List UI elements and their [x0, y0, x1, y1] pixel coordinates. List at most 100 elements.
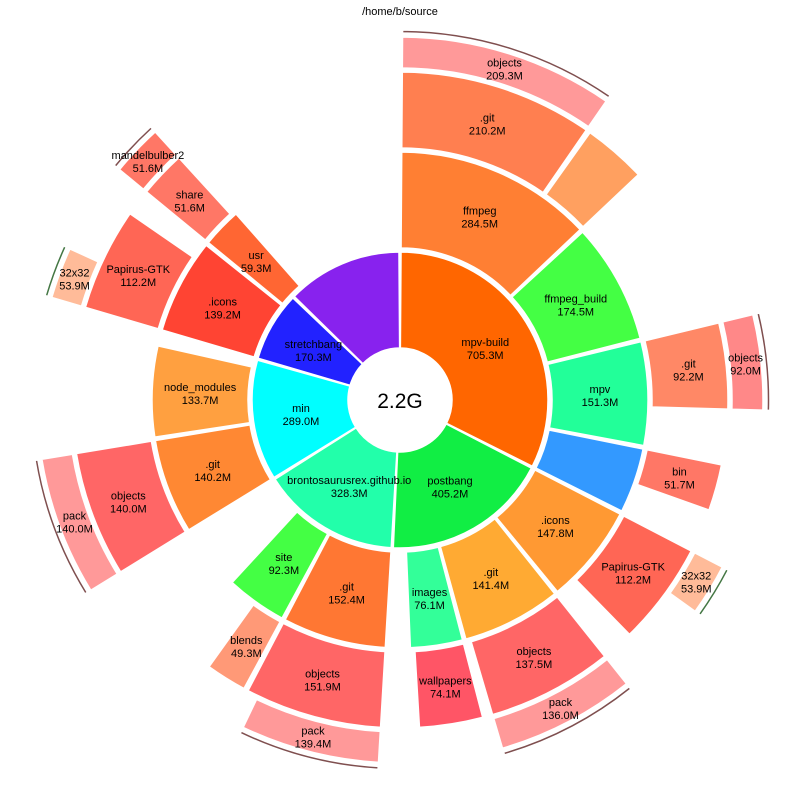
segment-5[interactable]	[293, 251, 401, 365]
segment-value-label: 136.0M	[542, 710, 579, 722]
segment-name-label: share	[176, 189, 204, 201]
segment-value-label: 133.7M	[182, 395, 219, 407]
segment-name-label: objects	[728, 353, 763, 365]
segment-name-label: mpv-build	[461, 337, 509, 349]
segment-value-label: 140.0M	[110, 504, 147, 516]
segment-10[interactable]	[495, 468, 622, 593]
segment-value-label: 92.3M	[269, 565, 300, 577]
segment-24[interactable]	[470, 595, 606, 716]
segment-value-label: 405.2M	[432, 489, 469, 501]
segment-40[interactable]	[755, 312, 771, 412]
segment-26[interactable]	[247, 622, 386, 729]
segment-33[interactable]	[668, 551, 724, 613]
segment-35[interactable]	[242, 698, 382, 764]
segment-39[interactable]	[401, 29, 612, 99]
segment-22[interactable]	[636, 448, 723, 511]
segment-41[interactable]	[502, 685, 632, 756]
segment-9[interactable]	[534, 429, 644, 513]
segment-44[interactable]	[113, 125, 154, 169]
segment-value-label: 92.2M	[673, 372, 704, 384]
segment-36[interactable]	[41, 453, 119, 592]
segment-value-label: 174.5M	[557, 307, 594, 319]
segment-value-label: 137.5M	[516, 659, 553, 671]
segment-name-label: .git	[483, 567, 498, 579]
segment-value-label: 139.2M	[204, 310, 241, 322]
segment-15[interactable]	[154, 423, 272, 531]
segment-name-label: .git	[681, 359, 696, 371]
segment-37[interactable]	[50, 247, 100, 308]
segment-value-label: 53.9M	[59, 280, 90, 292]
segment-19[interactable]	[401, 71, 588, 194]
segment-value-label: 284.5M	[461, 219, 498, 231]
segment-value-label: 53.9M	[681, 584, 712, 596]
segment-17[interactable]	[161, 244, 283, 359]
segment-20[interactable]	[544, 131, 640, 228]
segment-name-label: .icons	[541, 515, 570, 527]
segment-4[interactable]	[257, 296, 364, 387]
segment-38[interactable]	[118, 130, 178, 191]
segment-name-label: ffmpeg	[463, 206, 496, 218]
segment-3[interactable]	[251, 359, 357, 479]
segment-name-label: pack	[301, 725, 325, 737]
segment-14[interactable]	[231, 510, 329, 620]
segment-value-label: 147.8M	[537, 528, 574, 540]
segment-27[interactable]	[208, 603, 282, 690]
segment-value-label: 76.1M	[414, 600, 445, 612]
segment-name-label: pack	[63, 511, 87, 523]
segment-name-label: postbang	[427, 476, 472, 488]
segment-name-label: objects	[111, 491, 146, 503]
segment-name-label: .git	[480, 112, 495, 124]
segment-value-label: 289.0M	[283, 416, 320, 428]
segment-1[interactable]	[392, 422, 533, 549]
segment-value-label: 141.4M	[472, 580, 509, 592]
segment-value-label: 328.3M	[331, 488, 368, 500]
segment-28[interactable]	[75, 440, 187, 573]
segment-name-label: pack	[549, 697, 573, 709]
segment-6[interactable]	[400, 151, 582, 297]
segment-2[interactable]	[274, 426, 398, 549]
segment-value-label: 151.3M	[582, 397, 619, 409]
segment-value-label: 112.2M	[615, 574, 651, 586]
segment-value-label: 51.7M	[664, 479, 695, 491]
segment-name-label: bin	[672, 466, 687, 478]
segment-name-label: Papirus-GTK	[601, 561, 665, 573]
segment-name-label: wallpapers	[418, 675, 472, 687]
segments-group	[34, 29, 771, 771]
segment-32[interactable]	[721, 313, 764, 411]
segment-value-label: 139.4M	[295, 738, 332, 750]
segment-name-label: objects	[487, 58, 522, 70]
segment-name-label: site	[275, 552, 292, 564]
segment-23[interactable]	[575, 514, 693, 636]
segment-43[interactable]	[34, 459, 89, 595]
segment-45[interactable]	[44, 244, 68, 298]
total-size-label: 2.2G	[377, 390, 423, 413]
segment-34[interactable]	[492, 658, 628, 750]
segment-7[interactable]	[510, 231, 642, 364]
segment-46[interactable]	[697, 567, 730, 617]
segment-16[interactable]	[151, 345, 253, 438]
segment-name-label: 32x32	[60, 267, 90, 279]
segment-value-label: 51.6M	[133, 163, 164, 175]
segment-name-label: min	[292, 403, 310, 415]
segment-42[interactable]	[239, 729, 380, 771]
segment-21[interactable]	[644, 321, 729, 410]
segment-12[interactable]	[405, 546, 464, 649]
segment-name-label: Papirus-GTK	[106, 264, 170, 276]
segment-value-label: 152.4M	[328, 595, 365, 607]
segment-8[interactable]	[546, 340, 649, 447]
segment-name-label: 32x32	[681, 571, 711, 583]
segment-29[interactable]	[84, 212, 194, 330]
segment-31[interactable]	[401, 36, 608, 128]
segment-30[interactable]	[145, 156, 232, 242]
segment-name-label: usr	[248, 250, 264, 262]
segment-value-label: 92.0M	[730, 366, 761, 378]
segment-18[interactable]	[207, 212, 301, 305]
segment-13[interactable]	[284, 533, 392, 649]
segment-0[interactable]	[399, 251, 549, 468]
segment-11[interactable]	[439, 517, 556, 641]
segment-25[interactable]	[414, 642, 484, 729]
chart-title: /home/b/source	[362, 6, 438, 18]
